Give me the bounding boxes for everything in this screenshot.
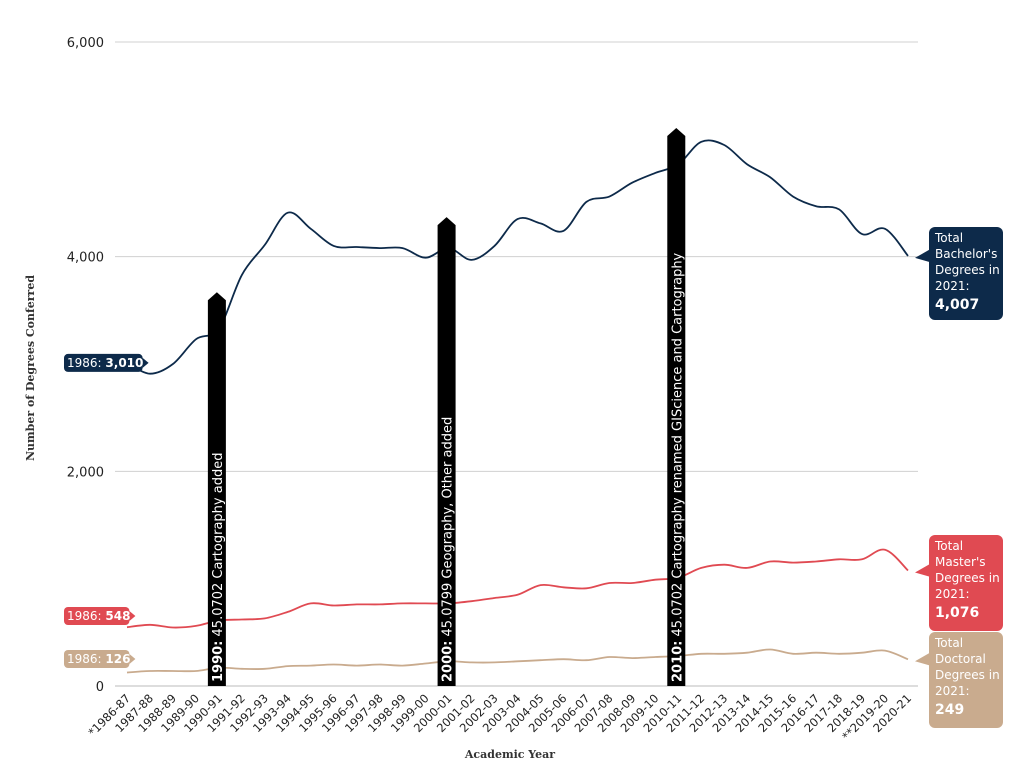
- end-box-line: Master's: [935, 555, 986, 569]
- series-lines: [126, 139, 909, 674]
- start-label-value: 126: [105, 652, 130, 666]
- series-line-masters: [126, 548, 909, 629]
- start-label-pointer: [129, 654, 136, 664]
- start-label-prefix: 1986:: [67, 652, 105, 666]
- end-box-line: Degrees in: [935, 668, 1000, 682]
- end-box-bg: [929, 535, 1003, 631]
- start-label-text: 1986: 548: [67, 609, 130, 623]
- annotation-year: 2000:: [441, 641, 456, 682]
- x-axis-ticks: *1986-871987-881988-891989-901990-911991…: [85, 691, 914, 743]
- start-label-doctoral: 1986: 126: [64, 650, 136, 668]
- annotation-text: 45.0702 Cartography renamed GIScience an…: [670, 252, 685, 640]
- annotation-bar: 1990: 45.0702 Cartography added: [207, 292, 226, 686]
- y-tick-label: 6,000: [67, 36, 104, 51]
- end-box-value: 1,076: [935, 605, 979, 621]
- end-box-line: Bachelor's: [935, 247, 997, 261]
- end-box-pointer: [915, 564, 929, 577]
- y-tick-label: 2,000: [67, 465, 104, 480]
- annotation-marker: [207, 292, 226, 686]
- gridlines: [115, 41, 918, 687]
- end-box-bg: [929, 227, 1003, 320]
- end-box-line: Doctoral: [935, 652, 986, 666]
- start-label-pointer: [129, 611, 136, 621]
- x-axis-label: Academic Year: [464, 748, 555, 761]
- end-box-pointer: [915, 653, 929, 666]
- series-line-bachelors: [126, 139, 909, 375]
- annotation-label: 2010: 45.0702 Cartography renamed GIScie…: [670, 252, 685, 682]
- end-box-line: Total: [934, 231, 963, 245]
- end-box-value: 249: [935, 702, 964, 718]
- start-label-bg: [64, 650, 130, 668]
- y-tick-label: 0: [96, 680, 104, 695]
- end-box-pointer: [915, 249, 929, 262]
- annotation-text: 45.0799 Geography, Other added: [441, 417, 456, 641]
- end-box-line: 2021:: [935, 684, 970, 698]
- end-box-doctoral: Total Doctoral Degrees in 2021: 249: [915, 632, 1003, 728]
- end-box-bachelors: Total Bachelor's Degrees in 2021: 4,007: [915, 227, 1003, 320]
- end-box-line: Total: [934, 539, 963, 553]
- annotation-markers: 1990: 45.0702 Cartography added 2000: 45.…: [207, 128, 686, 687]
- series-line-doctoral: [126, 648, 909, 674]
- start-label-masters: 1986: 548: [64, 607, 136, 625]
- end-box-line: Degrees in: [935, 263, 1000, 277]
- annotation-year: 2010:: [670, 641, 685, 682]
- y-tick-label: 4,000: [67, 251, 104, 266]
- annotation-text: 45.0702 Cartography added: [211, 453, 226, 641]
- end-box-value: 4,007: [935, 297, 979, 313]
- end-box-line: 2021:: [935, 279, 970, 293]
- annotation-bar: 2010: 45.0702 Cartography renamed GIScie…: [667, 128, 686, 687]
- y-axis-ticks: 0 2,000 4,000 6,000: [67, 36, 104, 695]
- end-box-masters: Total Master's Degrees in 2021: 1,076: [915, 535, 1003, 631]
- start-label-bachelors: 1986: 3,010: [64, 353, 149, 372]
- start-label-bg: [64, 607, 130, 625]
- start-label-value: 3,010: [105, 356, 143, 370]
- end-box-line: 2021:: [935, 587, 970, 601]
- start-label-value: 548: [105, 609, 130, 623]
- start-label-pointer: [142, 357, 149, 368]
- end-box-line: Degrees in: [935, 571, 1000, 585]
- end-box-bg: [929, 632, 1003, 728]
- start-label-bg: [64, 353, 143, 372]
- annotation-year: 1990:: [211, 641, 226, 682]
- start-label-prefix: 1986:: [67, 609, 105, 623]
- start-label-prefix: 1986:: [67, 356, 105, 370]
- annotation-marker: [667, 128, 686, 687]
- start-label-text: 1986: 3,010: [67, 356, 143, 370]
- annotation-label: 2000: 45.0799 Geography, Other added: [441, 417, 456, 682]
- annotation-marker: [437, 217, 456, 686]
- end-box-line: Total: [934, 636, 963, 650]
- start-label-text: 1986: 126: [67, 652, 130, 666]
- annotation-bar: 2000: 45.0799 Geography, Other added: [437, 217, 456, 686]
- annotation-label: 1990: 45.0702 Cartography added: [211, 453, 226, 682]
- y-axis-label: Number of Degrees Conferred: [24, 275, 37, 461]
